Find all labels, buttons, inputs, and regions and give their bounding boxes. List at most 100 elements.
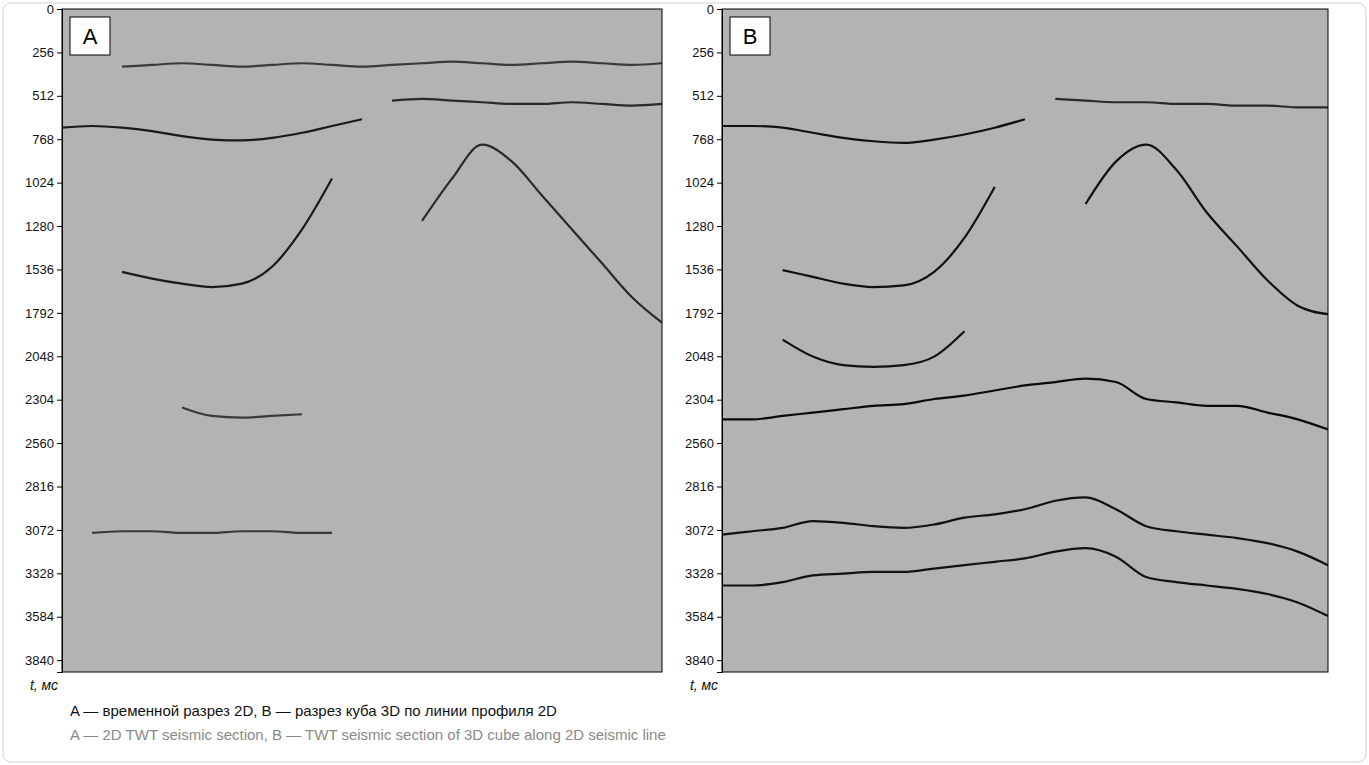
tick-mark	[717, 660, 722, 661]
tick-label: 1792	[25, 306, 54, 321]
panel: 0256512768102412801536179220482304256028…	[25, 2, 662, 693]
y-tick: 2816	[685, 479, 722, 494]
y-tick: 1536	[25, 262, 62, 277]
tick-label: 3840	[685, 653, 714, 668]
plot-background	[62, 9, 662, 672]
reflector-line	[722, 119, 1025, 143]
tick-mark	[57, 617, 62, 618]
panel-letter-text: B	[743, 24, 758, 49]
tick-label: 3328	[25, 566, 54, 581]
tick-label: 2304	[685, 392, 714, 407]
tick-mark	[717, 400, 722, 401]
axis-title: t, мс	[30, 677, 58, 693]
reflector-line	[722, 497, 1328, 565]
reflector-line	[783, 187, 995, 287]
tick-mark	[57, 486, 62, 487]
y-tick: 3328	[685, 566, 722, 581]
tick-label: 2816	[685, 479, 714, 494]
axis-title: t, мс	[690, 677, 718, 693]
y-tick: 2816	[25, 479, 62, 494]
reflector-line	[62, 119, 362, 140]
tick-mark	[57, 356, 62, 357]
tick-mark	[57, 400, 62, 401]
tick-mark	[717, 52, 722, 53]
tick-label: 2048	[25, 349, 54, 364]
tick-label: 2304	[25, 392, 54, 407]
tick-label: 2816	[25, 479, 54, 494]
y-tick: 3840	[25, 653, 62, 668]
tick-mark	[717, 269, 722, 270]
plot-frame	[722, 9, 1328, 672]
y-tick: 512	[32, 88, 62, 103]
y-tick: 2560	[685, 436, 722, 451]
reflector-line	[122, 62, 662, 67]
reflector-line	[92, 531, 332, 533]
tick-label: 256	[32, 45, 54, 60]
y-tick: 1792	[685, 306, 722, 321]
caption: A — временной разрез 2D, B — разрез куба…	[70, 702, 557, 719]
plot-background	[722, 9, 1328, 672]
y-tick: 3328	[25, 566, 62, 581]
y-tick: 3584	[685, 609, 722, 624]
tick-label: 0	[47, 2, 54, 17]
reflector-line	[422, 145, 662, 323]
tick-label: 3584	[25, 609, 54, 624]
tick-mark	[717, 183, 722, 184]
tick-mark	[57, 52, 62, 53]
reflector-line	[122, 179, 332, 288]
plot-frame	[62, 9, 662, 672]
tick-mark	[717, 313, 722, 314]
panel-letter-box	[70, 17, 110, 55]
y-tick: 1536	[685, 262, 722, 277]
tick-label: 3840	[25, 653, 54, 668]
y-tick: 1024	[685, 175, 722, 190]
y-tick: 256	[32, 45, 62, 60]
y-tick: 2048	[25, 349, 62, 364]
reflector-line	[1086, 145, 1328, 315]
y-tick: 1024	[25, 175, 62, 190]
tick-mark	[717, 486, 722, 487]
tick-label: 768	[32, 132, 54, 147]
y-tick: 3072	[25, 523, 62, 538]
tick-label: 3072	[685, 523, 714, 538]
y-tick: 0	[47, 2, 62, 17]
tick-label: 512	[692, 88, 714, 103]
panel-letter-box	[730, 17, 770, 55]
tick-label: 512	[32, 88, 54, 103]
tick-mark	[57, 313, 62, 314]
y-axis: 0256512768102412801536179220482304256028…	[25, 2, 62, 673]
tick-label: 1536	[685, 262, 714, 277]
tick-label: 0	[707, 2, 714, 17]
y-tick: 2048	[685, 349, 722, 364]
y-tick: 3584	[25, 609, 62, 624]
tick-mark	[57, 530, 62, 531]
figure: 0 256 512 768 1024 1280 1536 1792 2048 2304 2560 28…	[0, 0, 1369, 765]
reflector-line	[783, 331, 965, 367]
panel: 0256512768102412801536179220482304256028…	[685, 2, 1328, 693]
tick-mark	[57, 660, 62, 661]
tick-mark	[57, 139, 62, 140]
y-tick: 512	[692, 88, 722, 103]
tick-label: 1024	[685, 175, 714, 190]
y-tick: 0	[707, 2, 722, 17]
y-axis: 0256512768102412801536179220482304256028…	[685, 2, 722, 673]
tick-mark	[57, 443, 62, 444]
reflectors	[62, 62, 662, 533]
y-axis-line	[717, 10, 723, 673]
tick-mark	[717, 356, 722, 357]
figure-frame	[3, 3, 1366, 762]
reflector-line	[1055, 99, 1328, 107]
panel-letter-text: A	[83, 24, 98, 49]
y-tick: 1280	[685, 219, 722, 234]
tick-mark	[57, 269, 62, 270]
tick-label: 3072	[25, 523, 54, 538]
y-tick: 2304	[25, 392, 62, 407]
reflector-line	[722, 379, 1328, 430]
y-tick: 3072	[685, 523, 722, 538]
tick-label: 2560	[685, 436, 714, 451]
y-tick: 768	[692, 132, 722, 147]
tick-label: 2048	[685, 349, 714, 364]
tick-label: 1792	[685, 306, 714, 321]
y-axis-line	[57, 10, 63, 673]
tick-mark	[717, 9, 722, 10]
